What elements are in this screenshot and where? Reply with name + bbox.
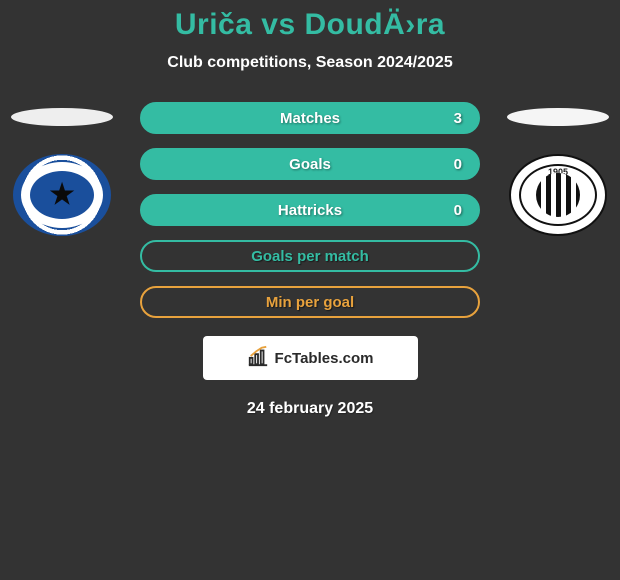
- player-oval-left: [11, 108, 113, 126]
- stat-bar: Hattricks 0: [140, 194, 480, 226]
- stat-label: Goals: [289, 156, 331, 173]
- footer-date: 24 february 2025: [0, 400, 620, 418]
- stat-bar: Min per goal: [140, 286, 480, 318]
- right-team-col: 1905: [498, 102, 618, 236]
- brand-box[interactable]: FcTables.com: [203, 336, 418, 380]
- stat-label: Goals per match: [251, 248, 369, 265]
- comparison-card: Uriča vs DoudÄ›ra Club competitions, Sea…: [0, 0, 620, 418]
- stat-label: Min per goal: [266, 294, 354, 311]
- stat-value: 0: [454, 156, 462, 173]
- team-logo-dynamo: 1905: [509, 154, 607, 236]
- chart-icon: [247, 345, 269, 371]
- player-oval-right: [507, 108, 609, 126]
- team-logo-sigma: [13, 154, 111, 236]
- stats-column: Matches 3 Goals 0 Hattricks 0 Goals per match M…: [140, 102, 480, 318]
- main-row: Matches 3 Goals 0 Hattricks 0 Goals per match M…: [0, 102, 620, 318]
- stat-bar: Goals per match: [140, 240, 480, 272]
- team-year: 1905: [511, 168, 605, 178]
- stat-label: Matches: [280, 110, 340, 127]
- stat-label: Hattricks: [278, 202, 342, 219]
- page-title: Uriča vs DoudÄ›ra: [0, 8, 620, 42]
- left-team-col: [2, 102, 122, 236]
- page-subtitle: Club competitions, Season 2024/2025: [0, 54, 620, 72]
- stat-value: 3: [454, 110, 462, 127]
- brand-label: FcTables.com: [275, 350, 374, 367]
- stat-value: 0: [454, 202, 462, 219]
- stat-bar: Goals 0: [140, 148, 480, 180]
- stat-bar: Matches 3: [140, 102, 480, 134]
